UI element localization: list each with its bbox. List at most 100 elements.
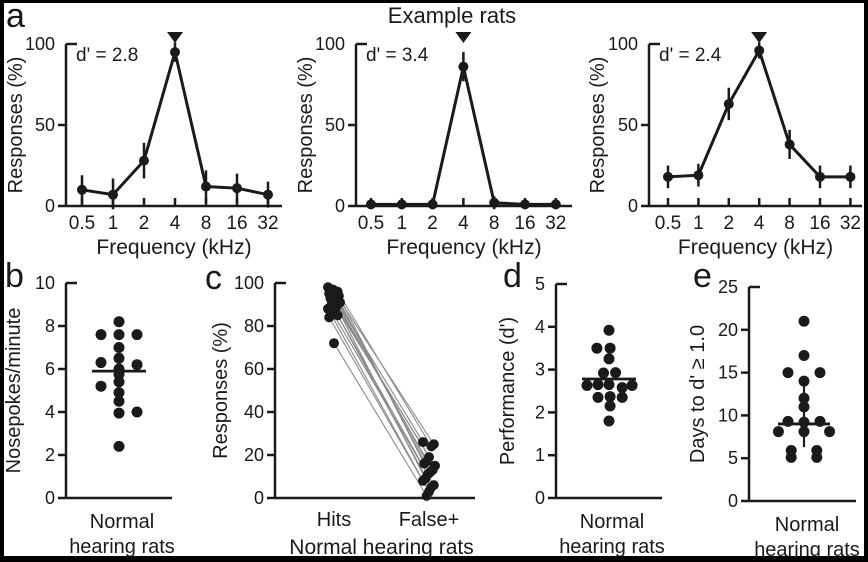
data-point [603, 379, 615, 391]
data-point [592, 379, 604, 391]
data-point [113, 368, 125, 380]
pair-line [327, 308, 424, 482]
pair-line [328, 317, 430, 492]
y-tick-label: 50 [618, 115, 638, 135]
panel-d-label: d [503, 257, 522, 295]
data-point [113, 376, 125, 388]
data-point [113, 316, 125, 328]
x-tick-label: 0.5 [358, 213, 384, 234]
y-tick-label: 50 [35, 115, 55, 135]
x-tick-label: 4 [754, 213, 765, 234]
data-point [604, 342, 616, 354]
pair-line [337, 291, 432, 447]
y-tick-label: 8 [45, 316, 55, 336]
data-point [427, 199, 438, 210]
x-axis-title: Frequency (kHz) [96, 236, 251, 259]
data-point [139, 155, 149, 166]
data-point [598, 367, 609, 379]
y-axis-title: Nosepokes/minute [3, 308, 25, 474]
y-tick-label: 2 [45, 445, 55, 465]
x-axis-title: Frequency (kHz) [678, 236, 833, 259]
data-point [798, 315, 810, 327]
data-point [592, 391, 604, 403]
x-axis-title: Frequency (kHz) [386, 236, 541, 259]
y-axis-title: Performance (d') [497, 317, 519, 465]
y-tick-label: 100 [25, 34, 55, 54]
data-point [782, 367, 794, 379]
x-tick-label: 16 [226, 213, 247, 234]
x-tick-label: 1 [108, 213, 119, 234]
data-point [113, 329, 125, 341]
y-tick-label: 25 [718, 277, 738, 297]
x-tick-label: 32 [840, 213, 861, 234]
y-tick-label: 0 [45, 488, 55, 508]
y-tick-label: 1 [535, 445, 545, 465]
data-point [604, 391, 616, 403]
y-tick-label: 15 [718, 363, 738, 383]
data-point [626, 379, 638, 391]
y-axis-title: Responses (%) [295, 57, 317, 194]
x-tick-label: 32 [545, 213, 566, 234]
panel-a-tuning-curve-chart-2: 0 50 100 Responses (%) 0.5 1 2 4 8 16 32Frequency … [295, 32, 572, 259]
data-point [581, 379, 593, 391]
x-category-label: False+ [399, 509, 460, 531]
data-point [603, 353, 615, 365]
y-tick-label: 20 [244, 445, 264, 465]
x-tick-label: 16 [809, 213, 830, 234]
data-point [785, 451, 797, 463]
panel-c-hits-false-paired-chart: 0 20 40 60 80 100 Responses (%) Hits False+ Norma… [210, 273, 475, 559]
y-tick-label: 20 [718, 320, 738, 340]
data-point [366, 199, 376, 210]
data-point [550, 199, 561, 210]
data-point [798, 401, 810, 413]
x-axis-title: Normal hearing rats [289, 536, 473, 559]
x-tick-label: 1 [397, 213, 408, 234]
data-point [784, 139, 795, 150]
data-point [170, 47, 180, 58]
y-tick-label: 0 [535, 488, 545, 508]
y-axis-title: Days to d' ≥ 1.0 [687, 325, 709, 463]
hits-data-point [329, 338, 339, 349]
x-axis-title-line2: hearing rats [559, 536, 665, 558]
panel-c-label: c [205, 259, 222, 297]
data-point [95, 357, 107, 369]
x-axis-title-line1: Normal [580, 511, 644, 533]
hits-data-point [324, 312, 335, 323]
target-frequency-marker-icon [751, 32, 768, 43]
y-tick-label: 4 [45, 402, 55, 422]
x-tick-label: 0.5 [655, 213, 681, 234]
data-point [782, 415, 794, 427]
panel-b-nosepokes-scatter-chart: 0 2 4 6 8 10 Nosepokes/minute Normal hearing rat… [3, 273, 175, 558]
data-point [798, 392, 810, 404]
data-point [113, 407, 125, 419]
panel-a-tuning-curve-chart-1: 0 50 100 Responses (%) 0.5 1 2 4 8 16 32 Frequency … [5, 32, 282, 259]
y-tick-label: 4 [535, 317, 545, 337]
data-point [798, 416, 810, 428]
x-tick-label: 4 [458, 213, 469, 234]
panel-a-tuning-curve-chart-3: 0 50 100 Responses (%) 0.5 1 2 4 8 16 32 Frequency … [587, 32, 862, 259]
data-point [113, 440, 125, 452]
x-tick-label: 2 [139, 213, 150, 234]
y-tick-label: 5 [728, 448, 738, 468]
data-point [113, 387, 125, 399]
data-point [616, 382, 628, 394]
data-point [131, 329, 143, 341]
data-point [616, 391, 628, 403]
panel-e-label: e [693, 257, 712, 295]
y-tick-label: 5 [535, 274, 545, 294]
y-tick-label: 0 [45, 196, 55, 216]
data-point [113, 395, 125, 407]
data-point [458, 61, 469, 72]
data-point [520, 199, 530, 210]
data-point [772, 426, 784, 438]
x-tick-label: 2 [724, 213, 735, 234]
data-point [723, 98, 734, 109]
x-tick-label: 8 [784, 213, 795, 234]
target-frequency-marker-icon [167, 32, 183, 43]
y-tick-label: 0 [254, 488, 264, 508]
y-tick-label: 100 [315, 34, 345, 54]
x-axis-title-line2: hearing rats [69, 536, 175, 558]
data-point [201, 181, 211, 192]
data-point [693, 170, 704, 181]
